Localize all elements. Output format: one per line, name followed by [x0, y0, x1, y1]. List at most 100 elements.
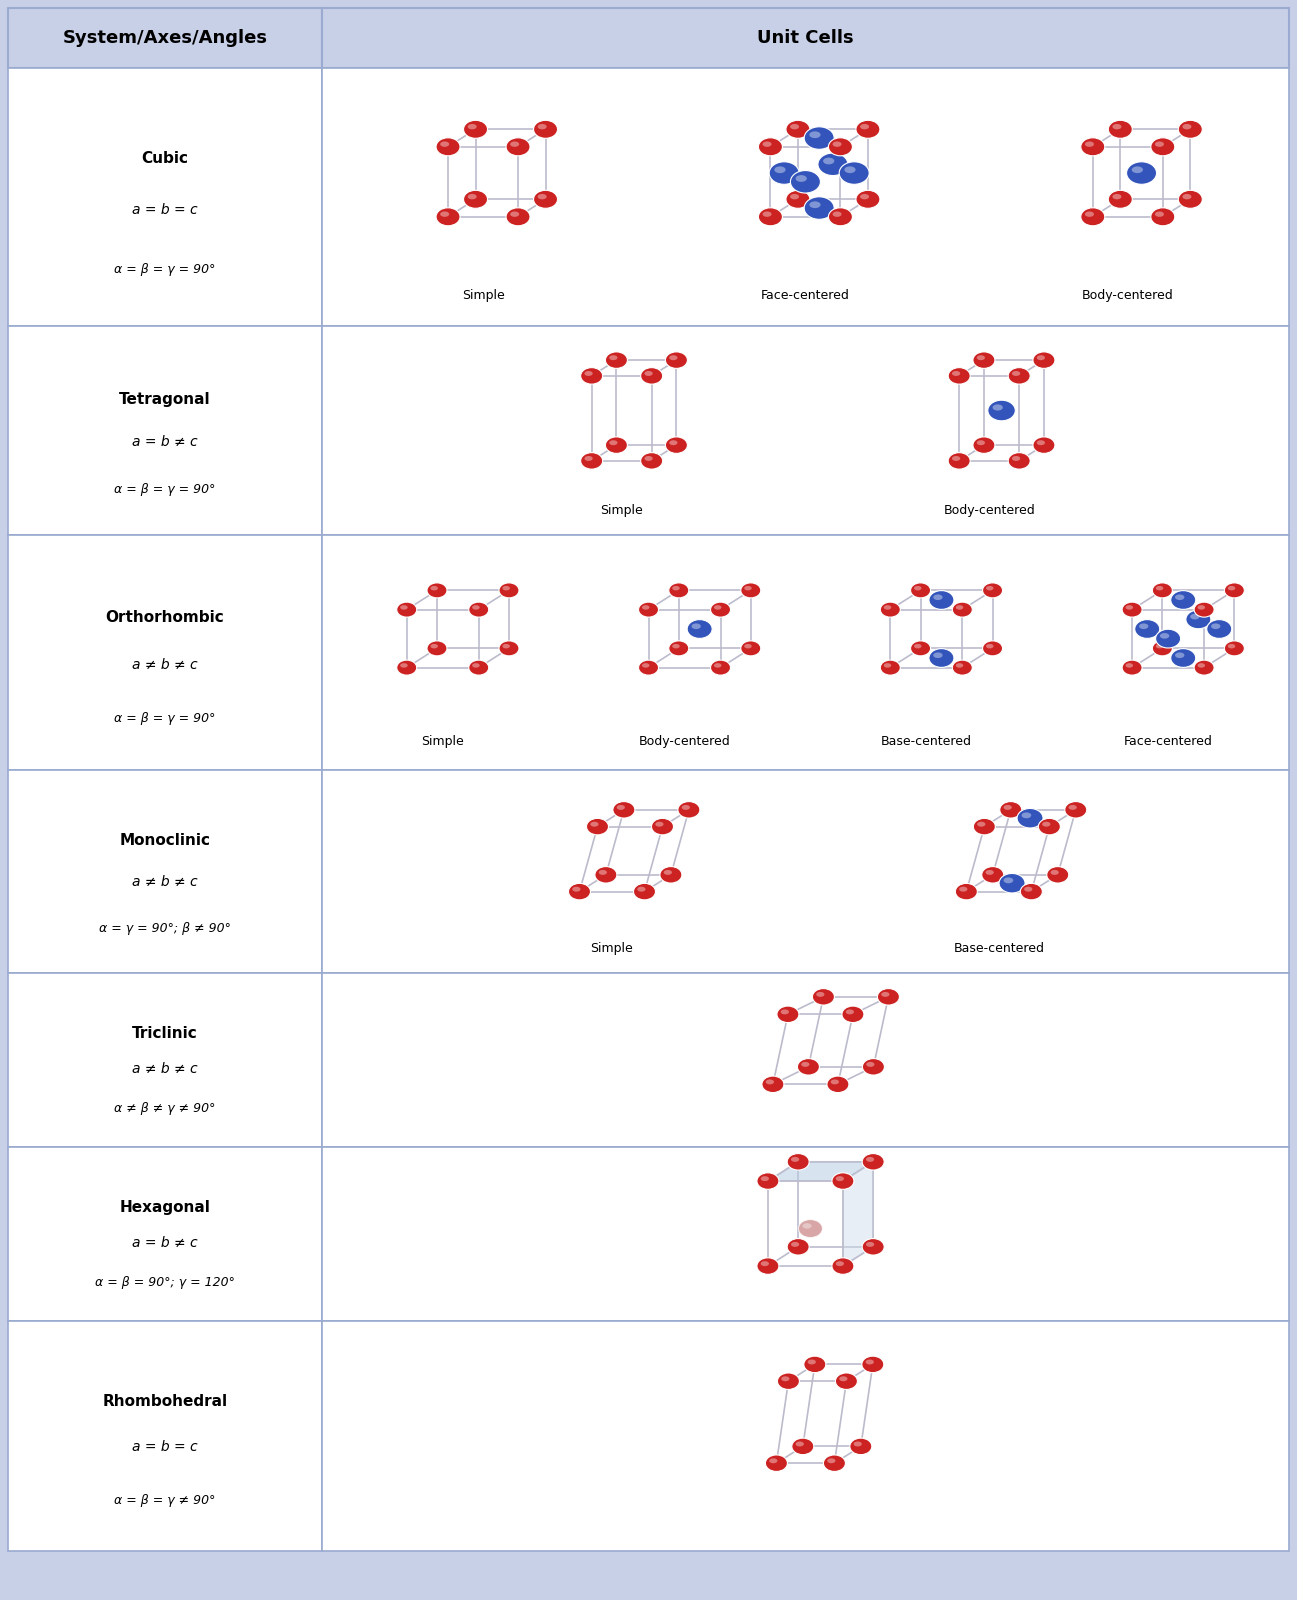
Ellipse shape: [787, 1238, 809, 1254]
Ellipse shape: [581, 453, 603, 469]
Ellipse shape: [1171, 590, 1196, 610]
Ellipse shape: [1154, 141, 1163, 147]
Ellipse shape: [786, 190, 809, 208]
Ellipse shape: [599, 870, 607, 875]
Ellipse shape: [988, 400, 1016, 421]
Ellipse shape: [829, 208, 852, 226]
Ellipse shape: [1036, 355, 1045, 360]
Ellipse shape: [463, 120, 488, 138]
Text: a = b ≠ c: a = b ≠ c: [132, 1235, 197, 1250]
Ellipse shape: [427, 642, 447, 656]
Ellipse shape: [572, 886, 581, 891]
Ellipse shape: [1036, 440, 1045, 445]
Ellipse shape: [638, 661, 659, 675]
Ellipse shape: [850, 1438, 872, 1454]
Ellipse shape: [759, 138, 782, 155]
Text: Face-centered: Face-centered: [761, 290, 850, 302]
Ellipse shape: [741, 642, 761, 656]
Ellipse shape: [1150, 208, 1175, 226]
Ellipse shape: [759, 208, 782, 226]
Ellipse shape: [774, 166, 786, 173]
Ellipse shape: [397, 602, 416, 618]
Ellipse shape: [506, 138, 530, 155]
Text: Base-centered: Base-centered: [953, 942, 1044, 955]
Ellipse shape: [827, 1458, 835, 1464]
Text: Body-centered: Body-centered: [1082, 290, 1174, 302]
Ellipse shape: [1132, 166, 1143, 173]
Ellipse shape: [1080, 138, 1105, 155]
Ellipse shape: [948, 368, 970, 384]
Text: a ≠ b ≠ c: a ≠ b ≠ c: [132, 658, 197, 672]
Ellipse shape: [1197, 605, 1205, 610]
Ellipse shape: [502, 643, 510, 648]
Ellipse shape: [765, 1454, 787, 1472]
Ellipse shape: [795, 174, 807, 182]
Ellipse shape: [839, 162, 869, 184]
Ellipse shape: [472, 605, 480, 610]
Bar: [8, 69, 322, 326]
Ellipse shape: [960, 886, 968, 891]
Ellipse shape: [791, 1242, 799, 1246]
Ellipse shape: [687, 619, 712, 638]
Ellipse shape: [929, 648, 953, 667]
Ellipse shape: [1126, 662, 1134, 667]
Ellipse shape: [952, 456, 960, 461]
Ellipse shape: [1178, 120, 1202, 138]
Text: a ≠ b ≠ c: a ≠ b ≠ c: [132, 875, 197, 888]
Ellipse shape: [669, 582, 689, 598]
Ellipse shape: [830, 1080, 839, 1085]
Ellipse shape: [1156, 586, 1163, 590]
Ellipse shape: [781, 1376, 790, 1381]
Ellipse shape: [642, 605, 650, 610]
Text: Body-centered: Body-centered: [943, 504, 1035, 517]
Ellipse shape: [1185, 610, 1211, 629]
Ellipse shape: [977, 822, 986, 827]
Text: α = β = γ = 90°: α = β = γ = 90°: [114, 712, 215, 725]
Ellipse shape: [812, 989, 834, 1005]
Ellipse shape: [878, 989, 899, 1005]
Ellipse shape: [786, 120, 809, 138]
Ellipse shape: [1032, 437, 1054, 453]
Ellipse shape: [678, 802, 700, 818]
Ellipse shape: [463, 190, 488, 208]
Ellipse shape: [502, 586, 510, 590]
Ellipse shape: [1156, 643, 1163, 648]
Ellipse shape: [633, 883, 655, 899]
Ellipse shape: [606, 352, 628, 368]
Bar: [322, 536, 1289, 770]
Ellipse shape: [865, 1360, 874, 1365]
Ellipse shape: [856, 120, 879, 138]
Ellipse shape: [664, 870, 672, 875]
Ellipse shape: [761, 1261, 769, 1266]
Ellipse shape: [1171, 648, 1196, 667]
Ellipse shape: [1139, 624, 1148, 629]
Ellipse shape: [1008, 368, 1030, 384]
Ellipse shape: [914, 586, 921, 590]
Ellipse shape: [910, 642, 930, 656]
Ellipse shape: [606, 437, 628, 453]
Ellipse shape: [835, 1176, 844, 1181]
Ellipse shape: [744, 586, 752, 590]
Ellipse shape: [934, 595, 943, 600]
Ellipse shape: [468, 661, 489, 675]
Ellipse shape: [1039, 818, 1061, 835]
Ellipse shape: [1197, 662, 1205, 667]
Text: Cubic: Cubic: [141, 150, 188, 166]
Ellipse shape: [1025, 886, 1032, 891]
Ellipse shape: [655, 822, 664, 827]
Text: Base-centered: Base-centered: [881, 736, 971, 749]
Bar: [322, 69, 1289, 326]
Ellipse shape: [829, 138, 852, 155]
Ellipse shape: [1228, 643, 1235, 648]
Ellipse shape: [610, 440, 617, 445]
Ellipse shape: [1086, 141, 1093, 147]
Ellipse shape: [440, 141, 449, 147]
Ellipse shape: [761, 1077, 783, 1093]
Ellipse shape: [468, 123, 477, 130]
Ellipse shape: [824, 1454, 846, 1472]
Ellipse shape: [761, 1176, 769, 1181]
Text: System/Axes/Angles: System/Axes/Angles: [62, 29, 267, 46]
Ellipse shape: [1122, 661, 1143, 675]
Text: α = β = γ ≠ 90°: α = β = γ ≠ 90°: [114, 1494, 215, 1507]
Ellipse shape: [809, 202, 821, 208]
